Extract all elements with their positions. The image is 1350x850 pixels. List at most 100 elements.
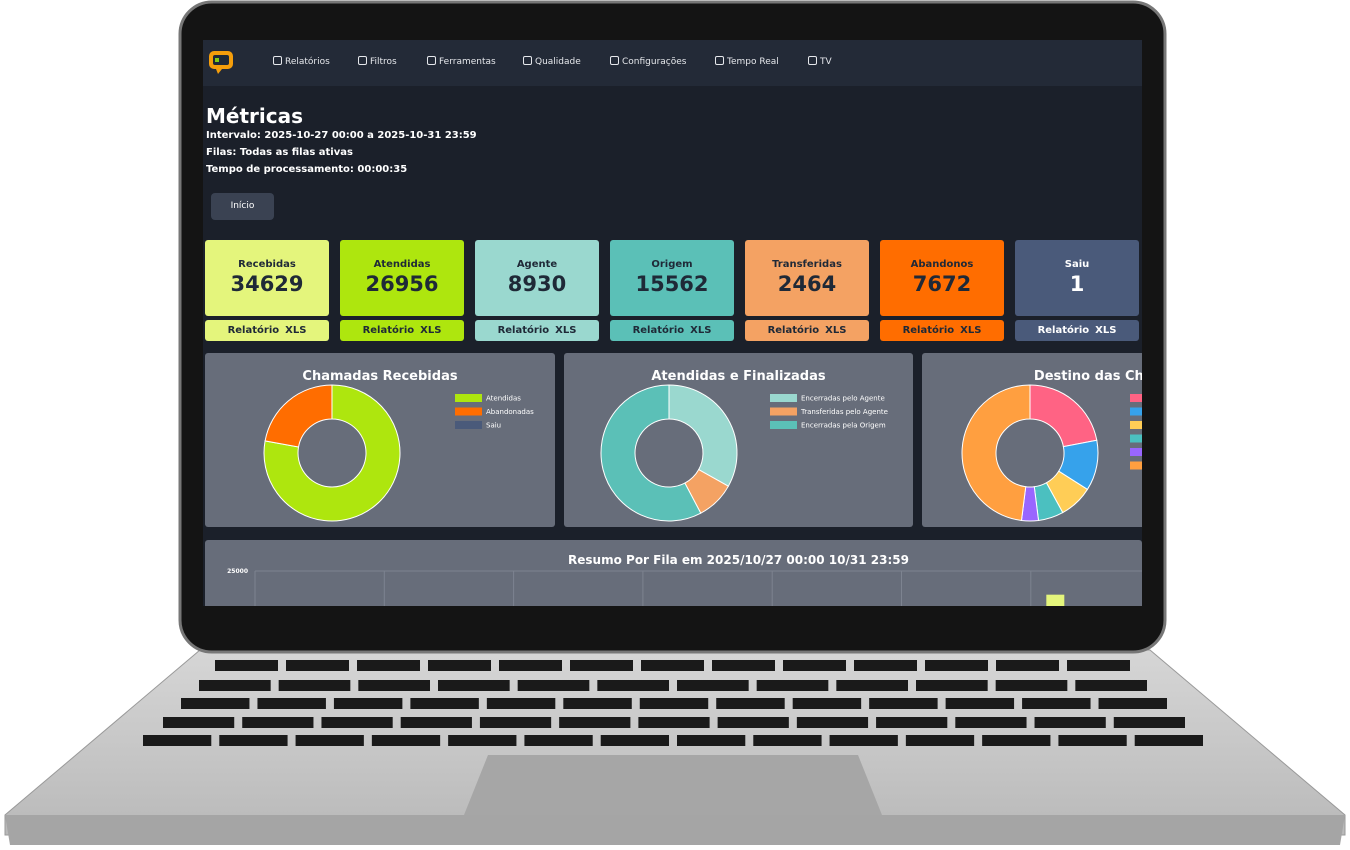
legend-swatch <box>455 394 482 402</box>
chart: Destino das Cham <box>961 369 1142 522</box>
key <box>215 660 278 671</box>
card-value: 15562 <box>635 272 709 296</box>
page-title: Métricas <box>206 104 304 128</box>
xls-link[interactable]: XLS <box>420 325 442 336</box>
key <box>597 680 669 691</box>
legend-swatch <box>1130 421 1142 429</box>
key <box>1022 698 1091 709</box>
card-label: Origem <box>651 259 693 270</box>
chart-panel: Chamadas Recebidas Atendidas Abandonadas Sa… <box>205 353 555 527</box>
key <box>428 660 491 671</box>
card-label: Transferidas <box>772 259 842 270</box>
report-link[interactable]: Relatório <box>227 325 280 336</box>
key <box>1034 717 1106 728</box>
key <box>836 680 908 691</box>
key <box>1134 735 1203 746</box>
chart-title: Resumo Por Fila em 2025/10/27 00:00 10/3… <box>568 553 909 567</box>
legend-swatch <box>1130 407 1142 416</box>
pie-slice <box>668 384 738 487</box>
card-value: 7672 <box>912 272 972 296</box>
key <box>1067 660 1130 671</box>
card-label: Agente <box>516 259 558 270</box>
xls-link[interactable]: XLS <box>690 325 712 336</box>
report-link[interactable]: Relatório <box>902 325 955 336</box>
key <box>517 680 590 691</box>
legend-swatch <box>1130 461 1142 470</box>
key <box>371 735 441 746</box>
key <box>869 698 938 709</box>
legend-swatch <box>455 407 482 416</box>
xls-link[interactable]: XLS <box>1095 325 1117 336</box>
logo <box>209 51 233 74</box>
card-footer: Relatório XLS <box>1015 320 1139 341</box>
key <box>712 660 775 671</box>
metric-card: Saiu 1 <box>1015 240 1139 316</box>
pie-slice <box>263 384 401 522</box>
key <box>677 735 746 746</box>
key <box>357 660 420 671</box>
key <box>400 717 472 728</box>
legend-swatch <box>770 394 797 402</box>
report-link[interactable]: Relatório <box>497 325 550 336</box>
pie-slice <box>1029 384 1098 448</box>
chart-title: Chamadas Recebidas <box>302 369 457 384</box>
key <box>1113 717 1185 728</box>
card-value: 2464 <box>777 272 837 296</box>
home-button[interactable]: Início <box>211 193 274 220</box>
key <box>242 717 314 728</box>
report-link[interactable]: Relatório <box>1037 325 1090 336</box>
legend-label: Abandonadas <box>486 408 534 416</box>
info-line: Intervalo: 2025-10-27 00:00 a 2025-10-31… <box>206 130 477 141</box>
info-line: Filas: Todas as filas ativas <box>206 147 353 158</box>
key <box>639 698 709 709</box>
key <box>479 717 552 728</box>
key <box>945 698 1015 709</box>
nav-item[interactable]: Qualidade <box>523 56 581 67</box>
nav-item[interactable]: Ferramentas <box>427 56 496 67</box>
touchpad <box>464 755 882 815</box>
legend-label: Saiu <box>486 422 501 430</box>
xls-link[interactable]: XLS <box>960 325 982 336</box>
nav-item[interactable]: Configurações <box>610 56 686 67</box>
card-footer: Relatório XLS <box>880 320 1004 341</box>
key <box>716 698 785 709</box>
nav-bar: Relatórios Filtros Ferramentas Qualidade Con… <box>203 40 1142 86</box>
metric-card: Abandonos 7672 <box>880 240 1004 316</box>
key <box>905 735 975 746</box>
xls-link[interactable]: XLS <box>285 325 307 336</box>
nav-item[interactable]: Relatórios <box>273 56 330 67</box>
report-link[interactable]: Relatório <box>767 325 820 336</box>
nav-item[interactable]: Filtros <box>358 56 397 67</box>
key <box>257 698 326 709</box>
xls-link[interactable]: XLS <box>825 325 847 336</box>
nav-item[interactable]: Tempo Real <box>715 56 779 67</box>
key <box>982 735 1051 746</box>
key <box>410 698 479 709</box>
report-link[interactable]: Relatório <box>362 325 415 336</box>
legend-label: Encerradas pelo Agente <box>801 395 885 403</box>
card-footer: Relatório XLS <box>745 320 869 341</box>
legend-swatch <box>770 421 797 429</box>
report-link[interactable]: Relatório <box>632 325 685 336</box>
chart-title: Atendidas e Finalizadas <box>651 369 825 384</box>
card-value: 26956 <box>365 272 439 296</box>
nav-item[interactable]: TV <box>808 56 832 67</box>
card-value: 34629 <box>230 272 304 296</box>
key <box>524 735 593 746</box>
key <box>753 735 822 746</box>
keyboard <box>143 660 1203 746</box>
metric-card: Origem 15562 <box>610 240 734 316</box>
pie-slice <box>600 384 702 522</box>
key <box>321 717 393 728</box>
key <box>333 698 403 709</box>
key <box>199 680 271 691</box>
key <box>792 698 862 709</box>
chart-panel: Resumo Por Fila em 2025/10/27 00:00 10/3… <box>205 540 1142 606</box>
key <box>486 698 556 709</box>
xls-link[interactable]: XLS <box>555 325 577 336</box>
key <box>641 660 704 671</box>
metric-card: Transferidas 2464 <box>745 240 869 316</box>
key <box>438 680 510 691</box>
chart: Atendidas e Finalizadas Encerradas pelo A… <box>600 369 888 522</box>
